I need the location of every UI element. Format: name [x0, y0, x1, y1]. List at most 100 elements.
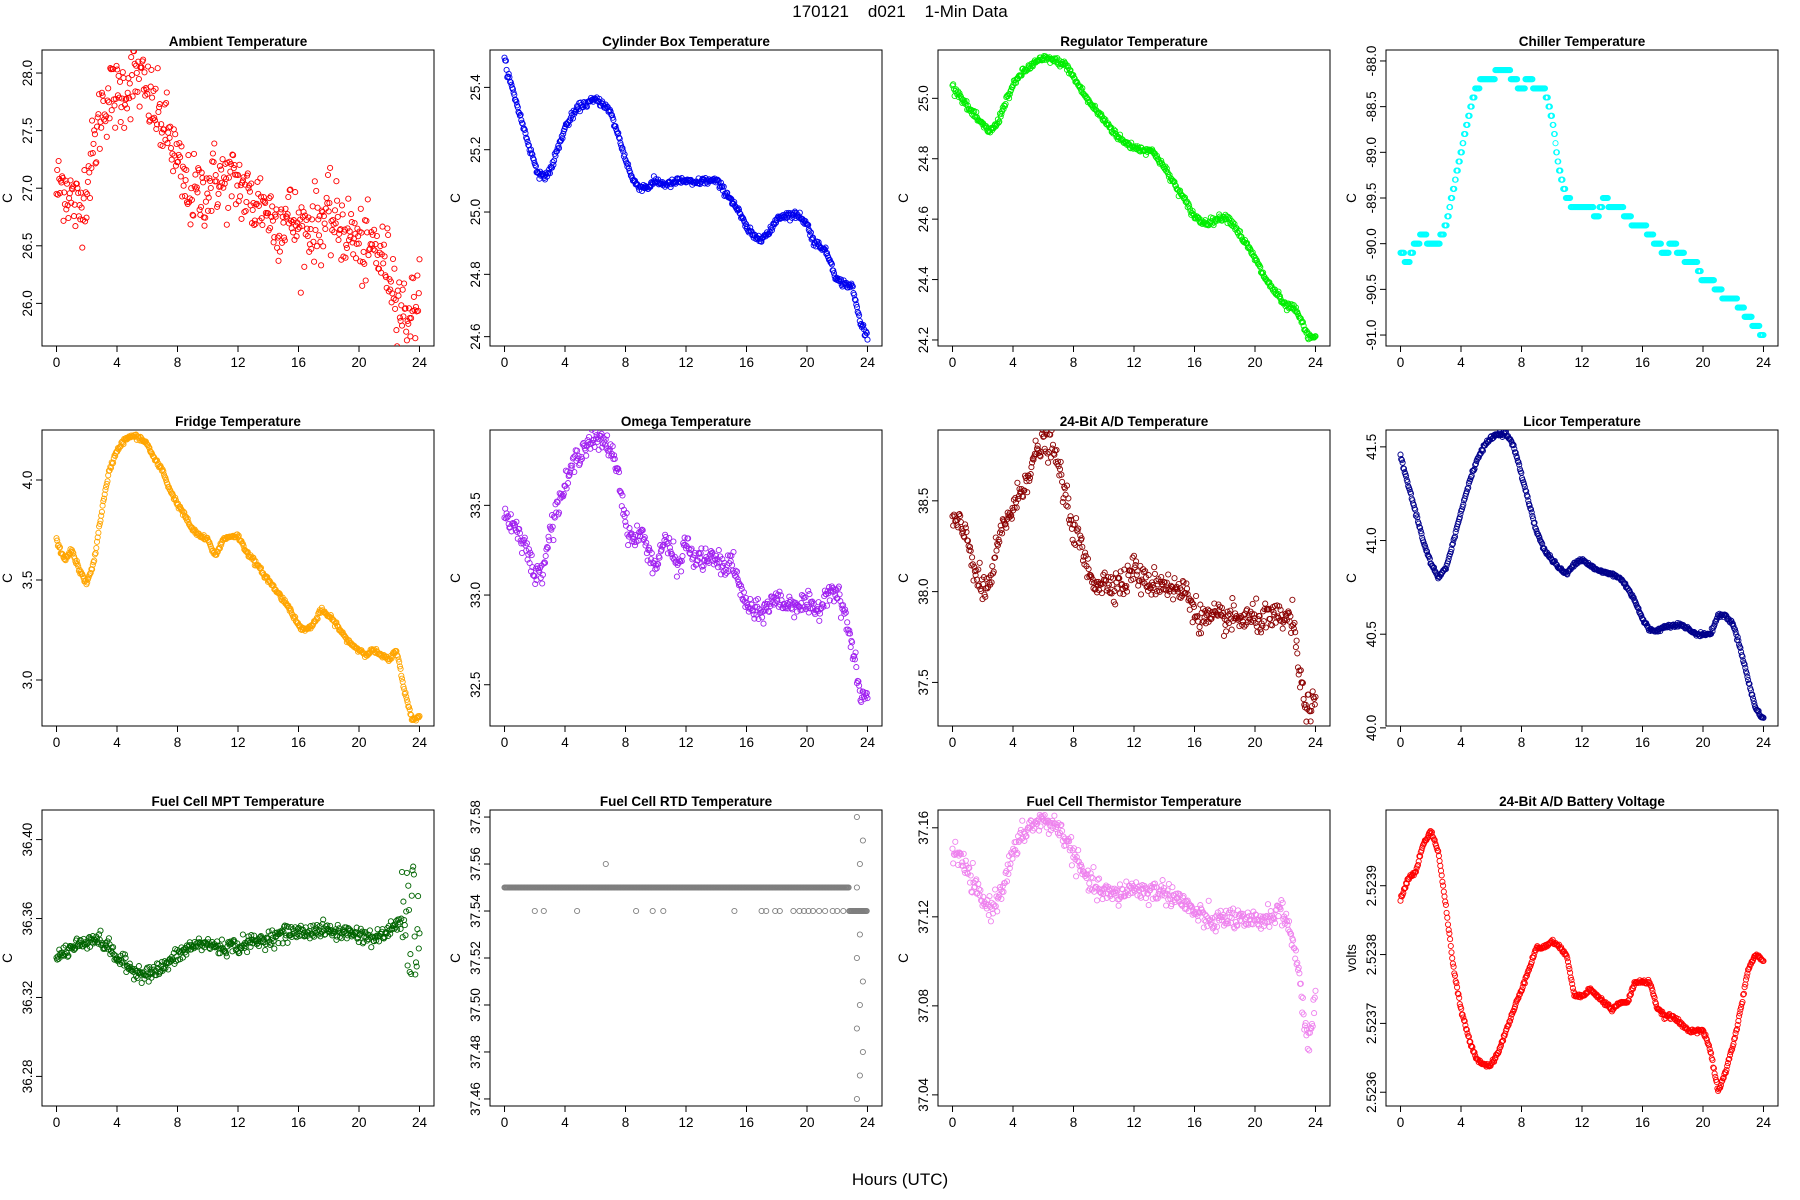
data-point	[254, 178, 261, 185]
data-point	[673, 573, 680, 580]
x-tick-label: 12	[230, 355, 245, 370]
y-tick-label: 28.0	[20, 60, 35, 86]
data-point	[643, 539, 650, 546]
data-point	[392, 305, 399, 312]
data-point	[317, 933, 324, 940]
data-point	[372, 933, 379, 940]
data-point	[1418, 530, 1425, 537]
data-point	[546, 537, 553, 544]
data-point	[396, 663, 403, 670]
data-point	[87, 569, 94, 576]
data-point	[505, 70, 512, 77]
data-point	[1019, 493, 1027, 500]
data-point	[161, 473, 168, 480]
data-point	[134, 88, 141, 95]
data-point	[156, 104, 163, 111]
data-point	[571, 468, 578, 476]
data-point	[809, 235, 816, 242]
data-point	[100, 495, 108, 502]
data-point	[151, 114, 158, 121]
data-point	[1748, 313, 1755, 320]
data-point	[1510, 442, 1517, 449]
data-point	[625, 165, 632, 172]
y-axis-label: C	[0, 953, 15, 963]
data-point	[1521, 483, 1528, 491]
chart-title: Ambient Temperature	[169, 34, 308, 49]
data-point	[95, 111, 102, 118]
data-point	[768, 227, 775, 234]
data-point	[395, 292, 402, 299]
data-point	[990, 568, 997, 575]
data-point	[1101, 569, 1108, 576]
data-point	[168, 156, 175, 163]
y-tick-label: 38.5	[916, 488, 931, 514]
data-point	[88, 164, 95, 172]
data-point	[178, 143, 185, 150]
data-point	[1227, 607, 1234, 614]
data-point	[389, 255, 397, 263]
data-point	[252, 220, 259, 227]
data-point	[1512, 449, 1519, 456]
data-point	[599, 98, 606, 105]
data-point	[104, 478, 111, 485]
data-point	[300, 208, 307, 215]
data-point	[105, 99, 112, 106]
y-axis-label: C	[448, 193, 463, 203]
data-point	[807, 229, 814, 236]
y-tick-label: -89.5	[1364, 183, 1379, 214]
data-point	[963, 528, 970, 536]
data-point	[1311, 334, 1318, 341]
data-point	[588, 430, 595, 433]
data-point	[1307, 718, 1314, 725]
data-point	[391, 265, 398, 272]
data-point	[170, 126, 177, 133]
data-point	[755, 615, 762, 623]
data-point	[281, 923, 288, 930]
data-point	[1211, 600, 1218, 607]
data-point	[359, 282, 366, 289]
data-point	[717, 179, 724, 186]
data-point	[103, 113, 110, 120]
data-point	[121, 951, 128, 958]
data-point	[230, 165, 237, 172]
data-point	[1749, 691, 1756, 698]
data-point	[1300, 696, 1307, 703]
chart-title: Licor Temperature	[1523, 414, 1641, 429]
data-point	[176, 140, 183, 147]
data-point	[333, 178, 340, 185]
data-point	[1449, 194, 1456, 202]
data-point	[516, 530, 523, 537]
data-point	[334, 933, 341, 940]
data-point	[91, 557, 98, 564]
data-point	[1398, 456, 1405, 463]
data-point	[407, 951, 414, 958]
data-point	[1697, 268, 1704, 275]
data-point	[334, 921, 341, 928]
data-point	[995, 536, 1002, 543]
data-point	[1476, 85, 1483, 92]
data-point	[1464, 121, 1471, 128]
data-point	[116, 94, 123, 101]
data-point	[650, 560, 657, 567]
data-point	[1743, 670, 1750, 677]
data-point	[413, 963, 420, 970]
data-point	[255, 943, 262, 950]
data-point	[1555, 158, 1562, 165]
data-point	[1008, 86, 1015, 93]
data-point	[1082, 549, 1089, 556]
data-point	[502, 57, 509, 64]
data-point	[998, 110, 1005, 118]
data-point	[1137, 591, 1145, 598]
data-point	[747, 595, 754, 603]
data-point	[412, 971, 419, 978]
data-point	[275, 940, 282, 947]
x-tick-label: 0	[501, 735, 509, 750]
data-point	[954, 516, 961, 524]
data-point	[70, 213, 78, 220]
data-point	[248, 180, 255, 187]
data-point	[110, 459, 117, 466]
data-point	[77, 936, 84, 944]
data-point	[847, 644, 854, 651]
x-tick-label: 0	[501, 1115, 509, 1130]
